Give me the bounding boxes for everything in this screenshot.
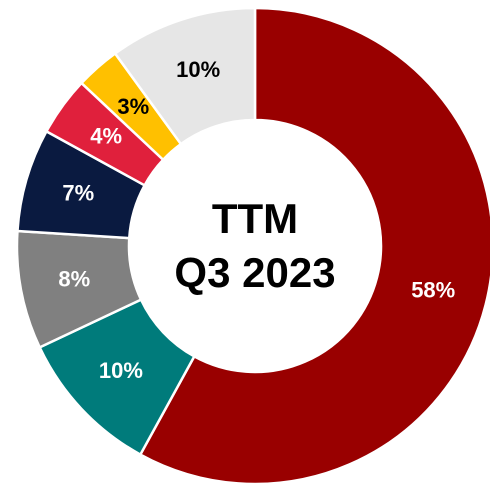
slice [113, 6, 257, 146]
value-label: 7% [62, 180, 94, 205]
value-label: 8% [58, 266, 90, 291]
center-title: TTM [212, 195, 298, 242]
value-label: 58% [411, 278, 455, 303]
value-label: 4% [90, 124, 122, 149]
value-label: 3% [117, 94, 149, 119]
center-title: Q3 2023 [174, 249, 335, 296]
slice [138, 6, 490, 486]
value-label: 10% [176, 57, 220, 82]
value-label: 10% [99, 358, 143, 383]
